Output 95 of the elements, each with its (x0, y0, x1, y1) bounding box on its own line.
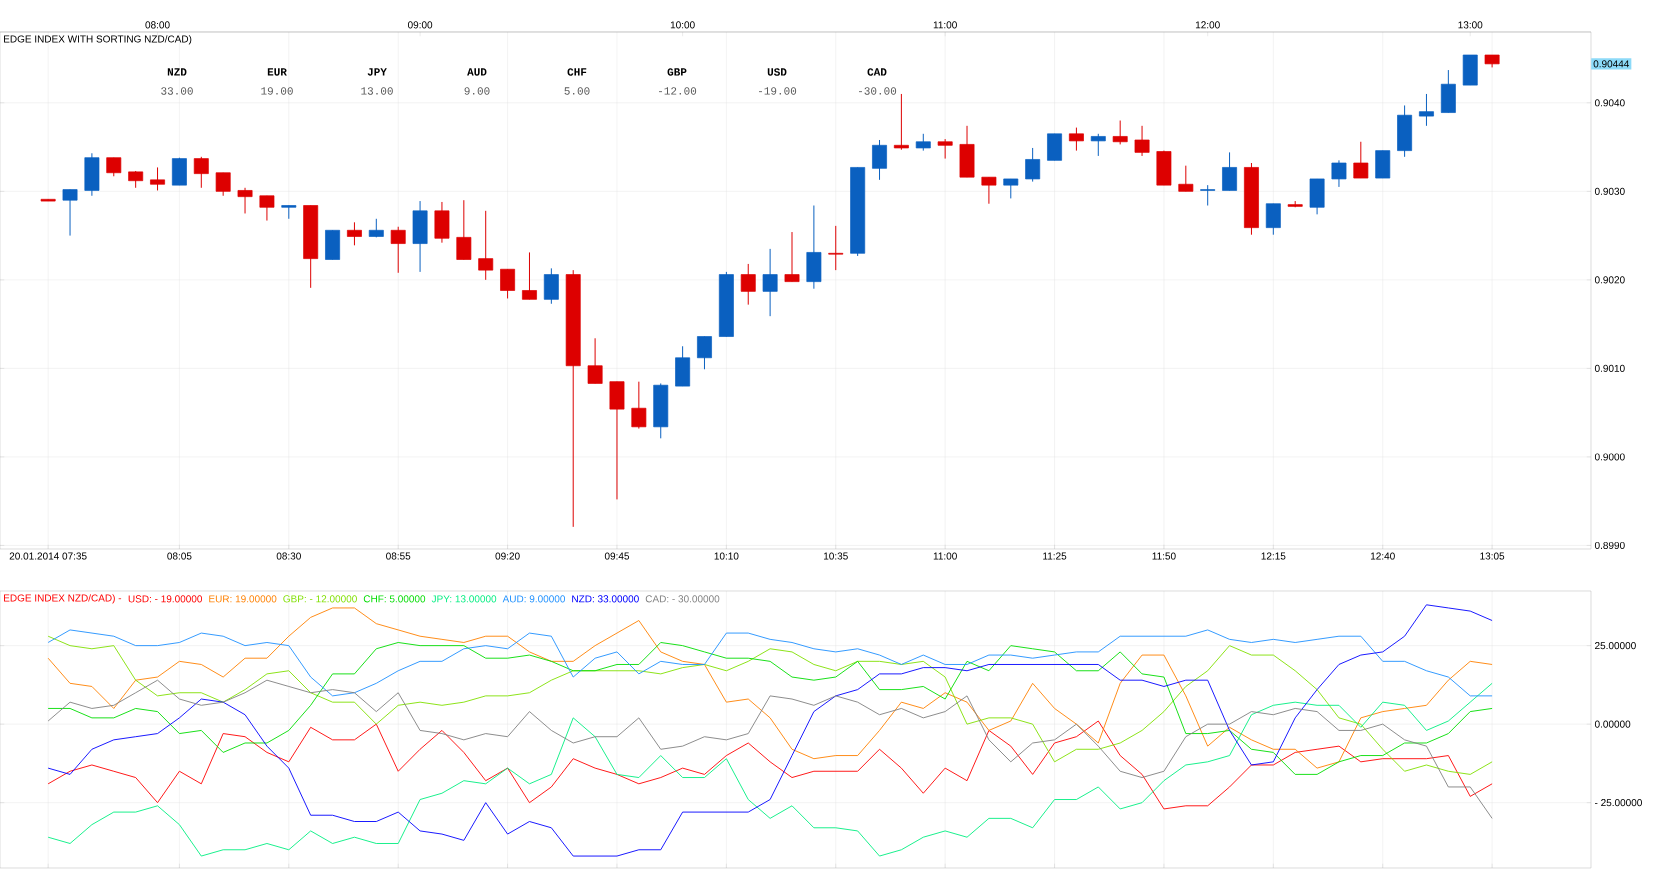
candlestick (1200, 184, 1216, 206)
x2-tick-label: 08:00 (145, 21, 170, 29)
y-tick-label: 0.9040 (1594, 99, 1625, 107)
x-tick-label: 13:05 (1480, 552, 1505, 560)
y-tick-label: 25.00000 (1595, 642, 1636, 650)
candlestick (1222, 151, 1237, 191)
chart-title: EDGE INDEX NZD/CAD) - (4, 594, 122, 604)
candlestick (150, 166, 165, 191)
annotation: EUR (267, 68, 287, 76)
candlestick (1353, 141, 1369, 179)
annotation: NZD (167, 68, 187, 76)
candlestick (1003, 178, 1019, 199)
x-tick-label: 20.01.2014 07:35 (9, 552, 87, 560)
x2-tick-label: 12:00 (1195, 21, 1220, 29)
y-tick-label: 0.9020 (1594, 276, 1625, 284)
x-tick-label: 11:25 (1043, 552, 1067, 560)
line-series (47, 682, 1493, 857)
text: GBP: - 12.00000 (283, 595, 357, 603)
x2-tick-label: 10:00 (670, 21, 695, 29)
text: AUD: 9.00000 (502, 595, 566, 603)
candlestick (193, 156, 209, 189)
candlestick (872, 139, 887, 181)
x-tick-label: 11:00 (933, 552, 957, 560)
candlestick (215, 172, 231, 197)
candlestick (893, 93, 909, 151)
candlestick (522, 251, 537, 300)
x-tick-label: 12:15 (1261, 552, 1286, 560)
y-tick-label: - 25.00000 (1594, 799, 1642, 807)
x-tick-label: 08:55 (386, 552, 411, 560)
candlestick (390, 226, 406, 274)
chart-title: EDGE INDEX WITH SORTING NZD/CAD) (4, 35, 192, 45)
annotation: JPY (367, 68, 387, 76)
candlestick (1090, 133, 1106, 157)
candlestick (1134, 125, 1150, 157)
x-tick-label: 12:40 (1370, 552, 1395, 560)
candlestick (478, 210, 494, 281)
x-tick-label: 08:05 (167, 552, 192, 560)
candlestick (740, 263, 756, 306)
text: CAD: - 30.00000 (645, 595, 720, 603)
annotation: 19.00 (261, 87, 293, 95)
y-tick-label: 0.8990 (1594, 541, 1625, 549)
text: 0.90444 (1593, 60, 1630, 68)
y-tick-label: 0.9000 (1594, 453, 1625, 461)
y-tick-label: 0.9010 (1594, 364, 1625, 372)
candlestick (456, 199, 472, 260)
candlestick (828, 225, 844, 271)
candlestick (762, 248, 778, 317)
annotation: 5.00 (564, 87, 590, 95)
text: EUR: 19.00000 (209, 595, 277, 603)
text: JPY: 13.00000 (431, 595, 497, 603)
annotation: -19.00 (758, 87, 797, 95)
y-tick-label: 0.9030 (1594, 187, 1625, 195)
annotation: AUD (467, 68, 487, 76)
annotation: 9.00 (464, 87, 490, 95)
annotation: GBP (667, 68, 687, 76)
annotation: -30.00 (858, 87, 897, 95)
candlestick (347, 221, 362, 246)
annotation: CAD (867, 68, 887, 76)
candlestick (62, 189, 78, 237)
x-tick-label: 10:10 (714, 552, 739, 560)
candlestick (1178, 165, 1194, 192)
candlestick (1112, 120, 1128, 145)
annotation: -12.00 (658, 87, 697, 95)
candlestick (587, 337, 603, 384)
candlestick (937, 138, 953, 160)
candlestick (1068, 127, 1084, 152)
candlestick (237, 187, 253, 214)
x2-tick-label: 11:00 (933, 21, 957, 29)
candlestick (981, 176, 997, 205)
candlestick (784, 231, 800, 283)
candlestick (1419, 93, 1434, 127)
y-tick-label: 0.00000 (1594, 720, 1631, 728)
annotation: 33.00 (161, 87, 193, 95)
candlestick (1025, 147, 1041, 183)
x-tick-label: 09:45 (604, 552, 630, 560)
candlestick (500, 268, 516, 299)
x-tick-label: 11:50 (1152, 552, 1176, 560)
text: CHF: 5.00000 (363, 595, 426, 603)
candlestick (631, 381, 647, 430)
candlestick (259, 195, 275, 222)
x2-tick-label: 13:00 (1458, 21, 1483, 29)
candlestick (106, 157, 122, 177)
line-series (47, 679, 1493, 819)
candlestick (697, 336, 712, 370)
x-tick-label: 08:30 (276, 552, 301, 560)
annotation: 13.00 (361, 87, 393, 95)
annotation: CHF (567, 68, 587, 76)
x-tick-label: 09:20 (495, 552, 520, 560)
annotation: USD (767, 68, 787, 76)
candlestick (1331, 159, 1347, 188)
x-tick-label: 10:35 (824, 552, 848, 560)
candlestick (1265, 203, 1281, 236)
text: USD: - 19.00000 (128, 595, 203, 603)
x2-tick-label: 09:00 (407, 21, 433, 29)
text: NZD: 33.00000 (572, 595, 639, 603)
